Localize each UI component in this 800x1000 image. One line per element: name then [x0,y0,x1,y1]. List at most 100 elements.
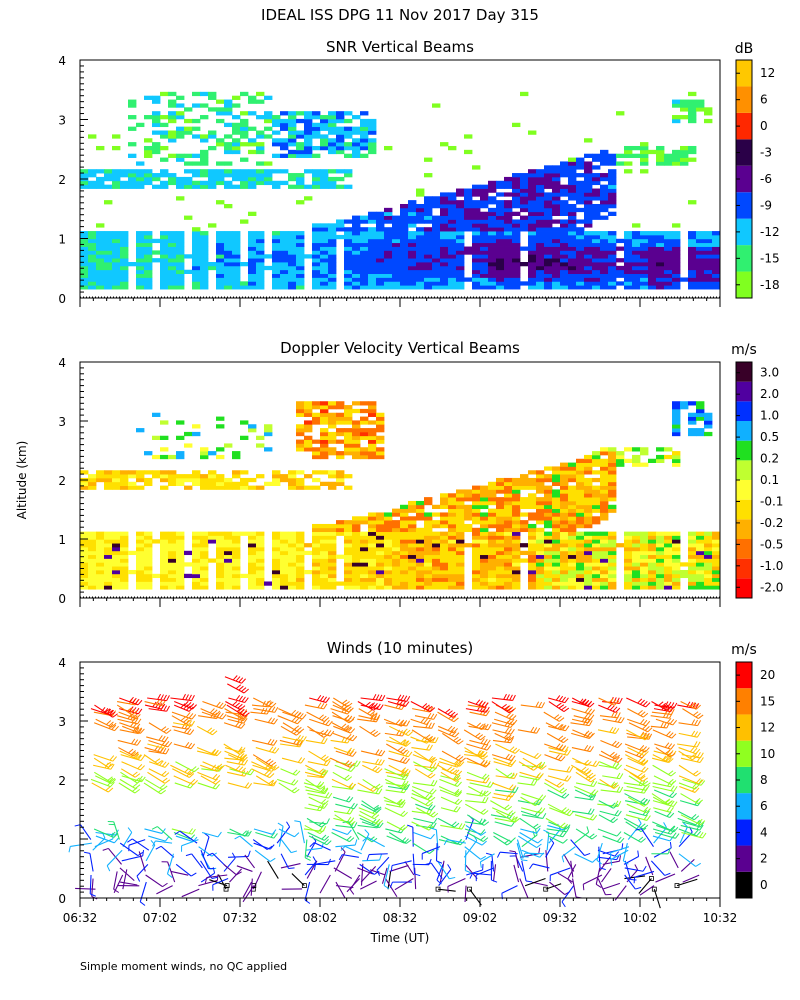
wind-barb [119,778,141,790]
velocity-cell [168,585,177,590]
velocity-cell [552,562,561,567]
velocity-cell [336,474,345,479]
wind-barb [677,817,700,826]
snr-cell [640,269,649,275]
snr-cell [168,234,177,240]
snr-cell [272,277,281,282]
velocity-cell [584,497,593,502]
velocity-cell [360,550,369,556]
snr-cell [176,265,185,271]
y-tick-label: 0 [58,592,66,606]
snr-cell [600,161,609,166]
wind-barb [545,838,555,858]
snr-cell [168,180,177,186]
velocity-cell [312,470,321,475]
snr-cell [344,153,353,158]
velocity-cell [448,497,457,502]
snr-cell [416,238,425,244]
velocity-cell [712,581,721,586]
velocity-cell [104,585,113,590]
velocity-cell [576,585,585,590]
snr-cell [216,142,225,147]
snr-cell [296,258,305,263]
snr-cell [456,227,465,232]
velocity-cell [432,520,441,525]
snr-cell [584,250,593,255]
snr-cell [120,242,129,247]
snr-cell [168,138,177,143]
snr-cell [608,265,617,271]
snr-cell [472,234,481,240]
velocity-cell [544,546,553,552]
velocity-cell [696,581,705,586]
velocity-cell [464,508,473,513]
snr-cell [504,211,513,216]
snr-cell [264,265,273,271]
wind-barb [575,780,598,788]
velocity-cell [560,558,569,563]
velocity-cell [344,554,353,559]
snr-cell [200,169,209,174]
snr-cell [688,99,697,104]
snr-cell [680,115,689,120]
snr-cell [80,234,89,240]
snr-cell [544,192,553,197]
snr-cell [424,219,433,224]
snr-cell [504,203,513,209]
wind-barb [121,849,145,862]
snr-plot [80,91,721,290]
velocity-cell [232,581,241,586]
wind-barb [280,768,301,776]
velocity-cell [664,562,673,567]
snr-cell [536,277,545,282]
snr-cell [136,242,145,247]
velocity-cell [488,546,497,552]
snr-cell [592,231,601,236]
snr-cell [536,246,545,251]
velocity-cell [560,527,569,533]
velocity-cell [600,489,609,494]
wind-barb [652,821,675,831]
velocity-cell [296,573,305,579]
snr-cell [440,227,449,232]
snr-cell [344,111,353,116]
snr-cell [176,285,185,290]
velocity-cell [168,474,177,479]
velocity-cell [688,562,697,567]
velocity-cell [712,558,721,563]
velocity-cell [352,550,361,556]
snr-cell [392,254,401,259]
snr-cell [160,234,169,240]
velocity-cell [560,512,569,517]
velocity-cell [512,562,521,567]
velocity-cell [672,408,681,414]
snr-cell [176,254,185,259]
snr-cell [312,130,321,135]
snr-cell [264,169,273,174]
velocity-cell [296,470,305,475]
velocity-cell [352,527,361,533]
velocity-cell [360,554,369,559]
velocity-cell [504,531,513,536]
snr-cell [592,273,601,278]
snr-cell [600,203,609,209]
snr-cell [672,273,681,278]
snr-cell [256,142,265,147]
snr-cell [248,250,257,255]
velocity-cell [328,401,337,406]
velocity-cell [96,477,105,483]
velocity-cell [664,546,673,552]
wind-barb [596,842,603,865]
snr-cell [536,234,545,240]
velocity-cell [232,454,241,460]
velocity-cell [256,562,265,567]
velocity-cell [440,585,449,590]
wind-barb [652,729,677,739]
velocity-cell [656,454,665,460]
velocity-cell [120,546,129,552]
snr-cell [112,254,121,259]
snr-cell [120,254,129,259]
velocity-cell [504,535,513,540]
velocity-cell [704,554,713,559]
snr-cell [408,200,417,205]
